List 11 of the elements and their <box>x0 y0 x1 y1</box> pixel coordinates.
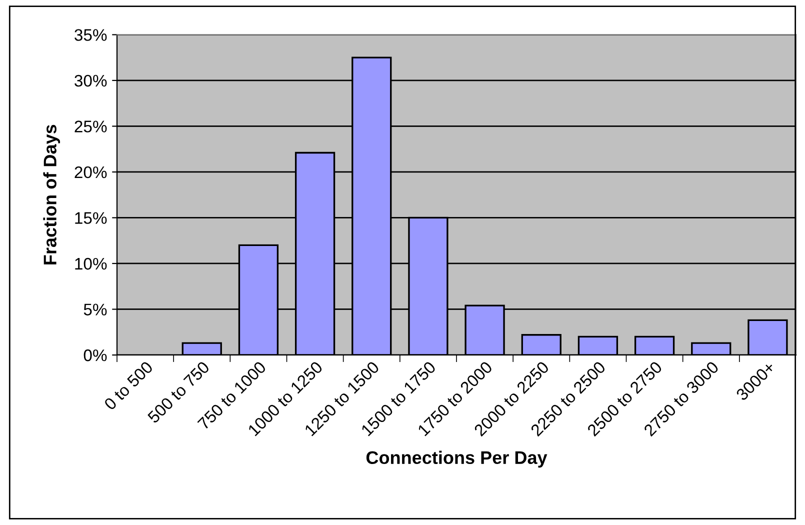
y-tick-label: 35% <box>74 29 107 41</box>
x-axis-title: Connections Per Day <box>366 450 548 468</box>
y-tick-label: 10% <box>75 258 107 270</box>
x-tick-label: 0 to 500 <box>103 360 154 411</box>
y-tick-label: 15% <box>75 212 107 224</box>
y-tick-label: 25% <box>74 120 107 132</box>
y-tick-label: 30% <box>74 74 107 87</box>
y-tick-label: 0% <box>84 349 107 362</box>
y-tick-label: 20% <box>74 166 107 178</box>
y-tick-label: 5% <box>84 304 107 316</box>
y-axis-title: Fraction of Days <box>43 124 60 264</box>
